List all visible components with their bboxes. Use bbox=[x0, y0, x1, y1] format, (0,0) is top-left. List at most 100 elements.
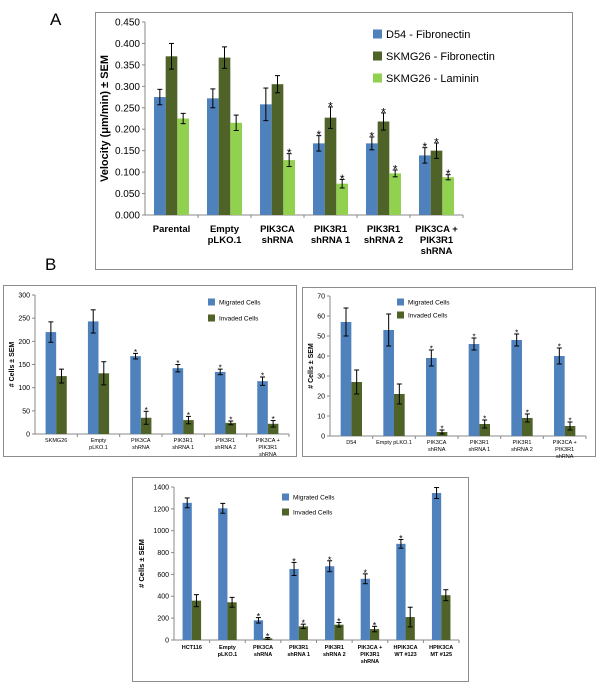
bar bbox=[336, 183, 348, 215]
bar bbox=[351, 382, 362, 436]
bar bbox=[468, 344, 480, 436]
y-tick-label: 0.450 bbox=[115, 18, 140, 29]
significance-star: * bbox=[430, 345, 433, 354]
y-tick-label: 0.300 bbox=[115, 82, 140, 93]
legend-swatch bbox=[282, 493, 289, 501]
x-category-label: PIK3R1 bbox=[289, 645, 308, 651]
x-category-label: shRNA bbox=[132, 445, 150, 451]
x-category-label: MT #125 bbox=[430, 652, 452, 658]
significance-star: * bbox=[399, 534, 403, 544]
x-category-label: PIK3R1 bbox=[360, 652, 379, 658]
x-category-label: PIK3R1 bbox=[555, 447, 574, 453]
significance-star: * bbox=[526, 409, 529, 418]
bar bbox=[313, 143, 325, 215]
bar bbox=[56, 376, 67, 434]
significance-star: * bbox=[272, 415, 275, 424]
bar bbox=[253, 620, 264, 640]
legend-swatch bbox=[397, 311, 404, 319]
legend-label: Invaded Cells bbox=[408, 312, 448, 319]
bar bbox=[377, 121, 390, 215]
bar bbox=[431, 493, 442, 640]
bar bbox=[257, 381, 268, 434]
bar bbox=[183, 420, 194, 434]
significance-star: * bbox=[261, 372, 264, 381]
y-tick-label: 0.350 bbox=[115, 60, 140, 71]
x-category-label: PIK3CA bbox=[253, 645, 273, 651]
bar bbox=[227, 602, 237, 640]
bar bbox=[389, 173, 401, 215]
significance-star: * bbox=[340, 172, 345, 186]
chart-b1: 0 50 100 150 200 250 300 # Cells ± SEM SKMG26 Emp… bbox=[3, 285, 297, 458]
bar bbox=[289, 568, 299, 640]
bar bbox=[394, 394, 405, 436]
bar bbox=[182, 502, 192, 640]
significance-star: * bbox=[145, 406, 148, 415]
x-category-label: Empty bbox=[91, 438, 107, 444]
bar bbox=[207, 98, 219, 215]
y-tick-label: 50 bbox=[22, 408, 30, 415]
y-tick-label: 800 bbox=[157, 550, 169, 557]
x-category-label: PIK3R1 bbox=[216, 438, 235, 444]
y-tick-label: 0 bbox=[26, 431, 30, 438]
panel-label-b: B bbox=[45, 255, 57, 274]
legend-label: Migrated Cells bbox=[408, 299, 450, 306]
legend-label: SKMG26 - Fibronectin bbox=[386, 51, 495, 63]
legend-label: Invaded Cells bbox=[293, 509, 333, 516]
bar bbox=[522, 418, 533, 436]
bar bbox=[172, 368, 184, 434]
significance-star: * bbox=[381, 105, 386, 119]
x-category-label: shRNA bbox=[421, 246, 453, 257]
x-category-label: PIK3R1 bbox=[314, 224, 348, 235]
significance-star: * bbox=[328, 99, 333, 113]
significance-star: * bbox=[446, 167, 451, 181]
significance-star: * bbox=[229, 416, 232, 425]
x-category-label: PIK3CA + bbox=[358, 645, 383, 651]
x-category-label: Parental bbox=[153, 224, 191, 235]
y-tick-label: 10 bbox=[317, 413, 325, 420]
x-category-label: Empty bbox=[210, 224, 240, 235]
bar bbox=[130, 356, 141, 434]
y-tick-label: 0 bbox=[165, 637, 169, 644]
x-category-label: shRNA 1 bbox=[172, 445, 194, 451]
bar bbox=[225, 422, 237, 434]
x-category-label: shRNA 2 bbox=[511, 447, 533, 453]
bar bbox=[442, 177, 454, 215]
y-tick-label: 1000 bbox=[153, 528, 169, 535]
y-tick-label: 50 bbox=[317, 333, 325, 340]
legend-swatch bbox=[282, 508, 289, 516]
bar bbox=[191, 600, 202, 640]
legend-swatch bbox=[373, 51, 382, 61]
y-tick-label: 400 bbox=[157, 594, 169, 601]
significance-star: * bbox=[134, 348, 137, 357]
x-category-label: Empty pLKO.1 bbox=[376, 440, 412, 446]
x-category-label: shRNA bbox=[428, 447, 446, 453]
x-category-label: SKMG26 bbox=[45, 438, 67, 444]
bar bbox=[87, 321, 99, 434]
y-tick-label: 0 bbox=[321, 433, 325, 440]
bar bbox=[396, 543, 406, 640]
y-tick-label: 100 bbox=[18, 385, 30, 392]
bar bbox=[165, 56, 178, 215]
x-category-label: PIK3R1 bbox=[325, 645, 344, 651]
x-category-label: PIK3R1 bbox=[513, 440, 532, 446]
x-category-label: WT #123 bbox=[394, 652, 416, 658]
significance-star: * bbox=[472, 333, 475, 342]
y-tick-label: 200 bbox=[18, 339, 30, 346]
x-category-label: HCT116 bbox=[182, 645, 202, 651]
x-category-label: PIK3R1 bbox=[470, 440, 489, 446]
significance-star: * bbox=[373, 620, 377, 630]
bar bbox=[554, 356, 565, 436]
x-category-label: PIK3CA bbox=[131, 438, 151, 444]
y-tick-label: 40 bbox=[317, 353, 325, 360]
y-tick-label: 0.100 bbox=[115, 168, 140, 179]
bar bbox=[366, 143, 378, 215]
significance-star: * bbox=[302, 618, 306, 628]
x-category-label: PIK3R1 bbox=[367, 224, 401, 235]
y-tick-label: 0.000 bbox=[115, 211, 140, 222]
legend-label: Invaded Cells bbox=[219, 315, 259, 322]
significance-star: * bbox=[515, 329, 518, 338]
y-axis-title: # Cells ± SEM bbox=[9, 342, 16, 388]
y-tick-label: 250 bbox=[18, 316, 30, 323]
y-tick-label: 0.050 bbox=[115, 189, 140, 200]
bar bbox=[325, 566, 335, 640]
